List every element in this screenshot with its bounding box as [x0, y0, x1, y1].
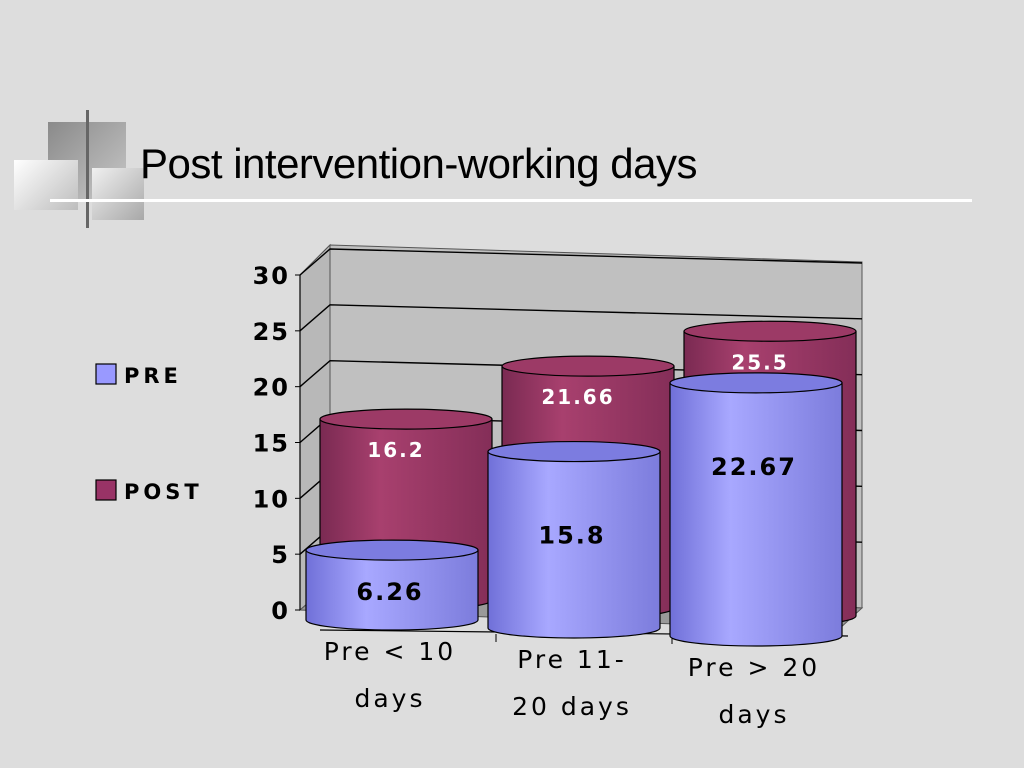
pre-bar-3-body	[669, 382, 843, 647]
title-underline	[50, 199, 972, 202]
pre-value-label-3: 22.67	[711, 453, 797, 481]
y-tick-label: 30	[253, 262, 290, 290]
legend-swatch-pre	[95, 363, 117, 385]
category-label-3: Pre > 20	[688, 653, 820, 682]
y-tick-label: 15	[253, 430, 290, 458]
legend-label-pre: PRE	[124, 364, 182, 388]
y-tick-label: 25	[253, 318, 290, 346]
y-tick-label: 5	[271, 541, 290, 569]
post-bar-1-top	[319, 408, 493, 430]
pre-bar-3	[669, 372, 843, 647]
category-label-3: days	[718, 700, 789, 729]
decorative-vertical-line	[86, 110, 89, 228]
pre-bar-1-top	[305, 539, 479, 561]
post-value-label-2: 21.66	[541, 385, 614, 409]
pre-bar-3-top	[669, 372, 843, 394]
chart-bars: 16.2 6.26 21.66 15.8 25.5 22.67	[305, 320, 857, 647]
y-tick-label: 10	[253, 485, 290, 513]
legend-label-post: POST	[124, 480, 203, 504]
category-label-2: 20 days	[512, 692, 632, 721]
pre-bar-1-body	[305, 549, 479, 631]
post-value-label-3: 25.5	[731, 350, 788, 374]
post-bar-2-top	[501, 355, 675, 377]
slide-title: Post intervention-working days	[140, 140, 697, 187]
pre-bar-2-body	[487, 450, 661, 639]
pre-value-label-1: 6.26	[356, 578, 423, 606]
decorative-square-small	[92, 168, 144, 220]
legend-swatch-post	[95, 479, 117, 501]
post-value-label-1: 16.2	[367, 438, 424, 462]
gridline	[299, 248, 863, 276]
category-label-2: Pre 11-	[517, 645, 627, 674]
y-tick-label: 0	[271, 597, 290, 625]
chart-axes: 0 5 10 15 20 25 30 Pre < 10 days Pre 11- 20 days Pr…	[253, 262, 849, 729]
post-bar-3-top	[683, 320, 857, 342]
pre-bar-2	[487, 440, 661, 639]
category-label-1: Pre < 10	[324, 637, 456, 666]
y-tick-label: 20	[253, 374, 290, 402]
pre-bar-2-top	[487, 440, 661, 463]
category-label-1: days	[354, 684, 425, 713]
pre-bar-1	[305, 539, 479, 631]
chart-legend: PRE POST	[95, 363, 203, 504]
gridline	[299, 304, 863, 332]
pre-value-label-2: 15.8	[538, 522, 605, 550]
